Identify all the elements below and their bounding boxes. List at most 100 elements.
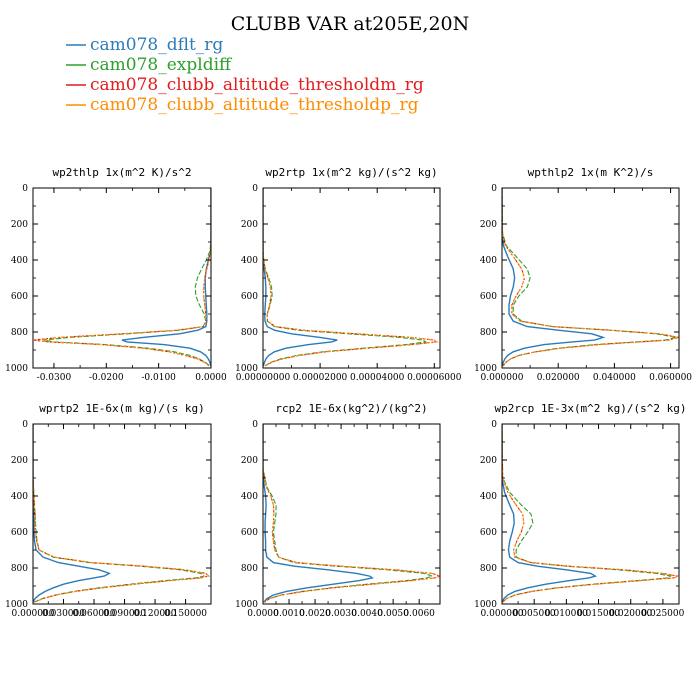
y-tick-label: 800: [241, 564, 258, 574]
series-line-3: [263, 424, 440, 603]
y-tick-label: 1000: [5, 364, 28, 374]
x-tick-label: 0.120000: [134, 609, 177, 619]
x-tick-label: 0.020000: [609, 609, 652, 619]
x-tick-label: 0.0000: [247, 609, 279, 619]
x-tick-label: 0.000000: [12, 609, 55, 619]
x-tick-label: 0.0050: [377, 609, 409, 619]
x-tick-label: 0.00004000: [350, 373, 405, 383]
x-tick-label: 0.005000: [513, 609, 556, 619]
x-tick-label: 0.000000: [481, 373, 524, 383]
x-tick-label: -0.0100: [141, 373, 176, 383]
x-tick-label: -0.0300: [37, 373, 72, 383]
series-line-3: [502, 424, 679, 603]
panel-title: rcp2 1E-6x(kg^2)/(kg^2): [275, 402, 427, 415]
series-line-0: [263, 424, 375, 603]
series-line-0: [33, 424, 112, 603]
series-line-3: [33, 424, 211, 603]
x-tick-label: 0.0060: [403, 609, 435, 619]
y-tick-label: 0: [491, 420, 497, 430]
y-tick-label: 400: [480, 256, 497, 266]
series-line-3: [35, 188, 211, 367]
x-tick-label: 0.040000: [593, 373, 636, 383]
x-tick-label: 0.025000: [641, 609, 684, 619]
y-tick-label: 0: [22, 184, 28, 194]
y-tick-label: 200: [11, 220, 28, 230]
series-line-0: [121, 188, 211, 367]
y-tick-label: 800: [480, 328, 497, 338]
figure-title: CLUBB VAR at205E,20N: [231, 13, 470, 35]
y-tick-label: 1000: [474, 600, 497, 610]
y-tick-label: 0: [22, 420, 28, 430]
series-line-2: [263, 188, 437, 367]
x-tick-label: 0.020000: [537, 373, 580, 383]
y-tick-label: 400: [11, 256, 28, 266]
chart-panel: wp2rtp 1x(m^2 kg)/(s^2 kg) 0 200 400 600 800 1…: [235, 166, 462, 383]
chart-panel: wprtp2 1E-6x(m kg)/(s kg) 0 200 400 600 800 10…: [5, 402, 212, 619]
y-tick-label: 1000: [5, 600, 28, 610]
panel-title: wp2rtp 1x(m^2 kg)/(s^2 kg): [265, 166, 437, 179]
x-tick-label: 0.060000: [73, 609, 116, 619]
x-tick-label: 0.150000: [164, 609, 207, 619]
y-tick-label: 800: [11, 564, 28, 574]
legend-label: cam078_clubb_altitude_thresholdp_rg: [90, 95, 419, 115]
y-tick-label: 1000: [474, 364, 497, 374]
y-tick-label: 600: [241, 292, 258, 302]
y-tick-label: 400: [480, 492, 497, 502]
y-tick-label: 800: [241, 328, 258, 338]
x-tick-label: 0.010000: [545, 609, 588, 619]
series-line-1: [263, 188, 428, 367]
panel-title: wp2thlp 1x(m^2 K)/s^2: [52, 166, 191, 179]
x-tick-label: 0.0040: [351, 609, 383, 619]
series-group: [263, 424, 440, 603]
series-line-0: [502, 424, 598, 603]
series-group: [502, 188, 679, 367]
panel-title: wpthlp2 1x(m K^2)/s: [528, 166, 654, 179]
y-tick-label: 600: [480, 292, 497, 302]
y-tick-label: 800: [11, 328, 28, 338]
y-tick-label: 200: [11, 456, 28, 466]
series-line-3: [502, 188, 679, 367]
panel-title: wprtp2 1E-6x(m kg)/(s kg): [39, 402, 205, 415]
y-tick-label: 200: [480, 456, 497, 466]
chart-panel: wpthlp2 1x(m K^2)/s 0 200 400 600 800 10000.00…: [474, 166, 692, 383]
series-group: [502, 424, 679, 603]
x-tick-label: -0.0200: [89, 373, 124, 383]
series-group: [263, 188, 439, 367]
chart-panel: wp2rcp 1E-3x(m^2 kg)/(s^2 kg) 0 200 400 600 8…: [474, 402, 686, 619]
legend-label: cam078_dflt_rg: [90, 35, 223, 55]
series-line-3: [263, 188, 439, 367]
x-tick-label: 0.00002000: [293, 373, 348, 383]
x-tick-label: 0.0010: [273, 609, 305, 619]
y-tick-label: 600: [480, 528, 497, 538]
x-tick-label: 0.0020: [299, 609, 331, 619]
y-tick-label: 600: [11, 292, 28, 302]
y-tick-label: 200: [480, 220, 497, 230]
x-tick-label: 0.015000: [577, 609, 620, 619]
y-tick-label: 600: [241, 528, 258, 538]
series-line-0: [502, 188, 606, 367]
panels-group: wp2thlp 1x(m^2 K)/s^2 0 200 400 600 800 1000 -0…: [5, 166, 692, 619]
legend-label: cam078_clubb_altitude_thresholdm_rg: [90, 75, 424, 95]
chart-panel: rcp2 1E-6x(kg^2)/(kg^2) 0 200 400 600 800 1000…: [235, 402, 441, 619]
chart-panel: wp2thlp 1x(m^2 K)/s^2 0 200 400 600 800 1000 -0…: [5, 166, 227, 383]
legend-label: cam078_expldiff: [90, 55, 233, 75]
series-line-0: [263, 188, 338, 367]
y-tick-label: 400: [241, 492, 258, 502]
y-tick-label: 200: [241, 220, 258, 230]
y-tick-label: 0: [252, 420, 258, 430]
y-tick-label: 200: [241, 456, 258, 466]
x-tick-label: 0.00000000: [236, 373, 291, 383]
series-group: [33, 424, 211, 603]
y-tick-label: 400: [241, 256, 258, 266]
x-tick-label: 0.060000: [649, 373, 692, 383]
x-tick-label: 0.0000: [195, 373, 227, 383]
y-tick-label: 600: [11, 528, 28, 538]
y-tick-label: 400: [11, 492, 28, 502]
y-tick-label: 800: [480, 564, 497, 574]
x-tick-label: 0.00006000: [407, 373, 462, 383]
series-group: [33, 188, 211, 367]
y-tick-label: 0: [491, 184, 497, 194]
y-tick-label: 1000: [235, 600, 258, 610]
